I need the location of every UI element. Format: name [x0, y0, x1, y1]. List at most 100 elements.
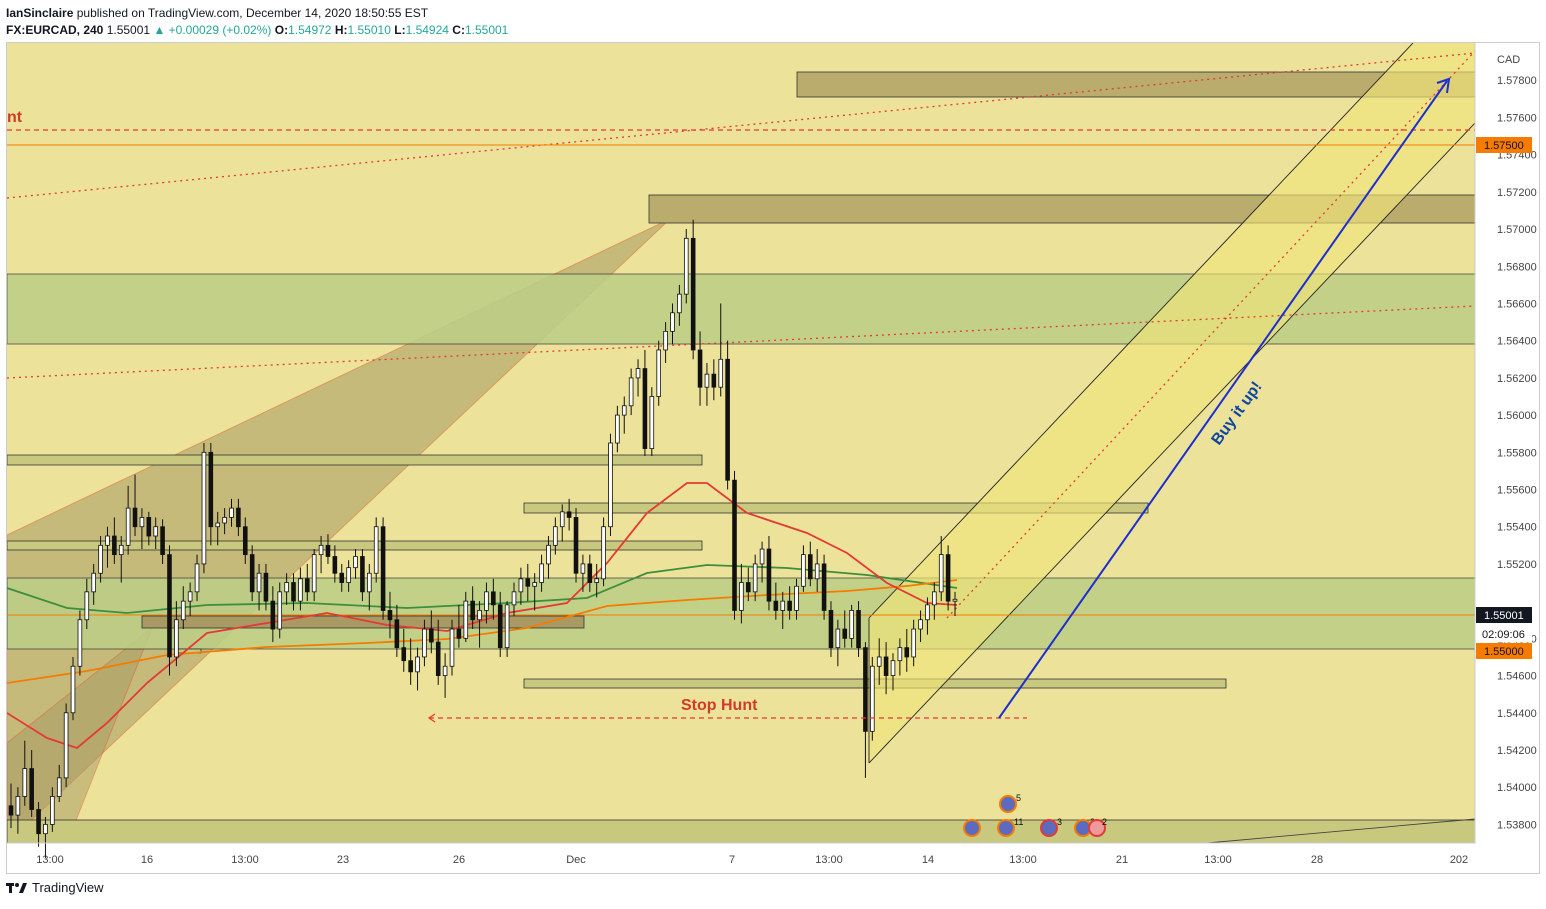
event-badges[interactable]: 5 11 3 2 2 [963, 793, 1107, 837]
candle[interactable] [794, 585, 799, 611]
candle[interactable] [546, 544, 551, 565]
event-badge-icon[interactable] [963, 819, 981, 837]
candle[interactable] [863, 647, 868, 732]
dotted-trendline-lower[interactable] [7, 305, 1476, 379]
candle[interactable] [663, 330, 668, 351]
time-axis[interactable]: 13:00 16 13:00 23 26 Dec 7 13:00 14 13:00 21 13:00 2… [36, 854, 1468, 866]
candle[interactable] [525, 578, 531, 587]
candle[interactable] [497, 604, 503, 649]
candle[interactable] [236, 507, 241, 528]
candle[interactable] [394, 619, 400, 649]
level-box[interactable] [7, 454, 703, 466]
candle[interactable] [635, 368, 641, 379]
candle[interactable] [628, 377, 634, 407]
candle[interactable] [904, 647, 910, 658]
candle[interactable] [518, 578, 524, 593]
candle[interactable] [98, 544, 103, 574]
candle[interactable] [132, 507, 138, 528]
candle[interactable] [229, 507, 234, 518]
candle[interactable] [642, 368, 648, 449]
price-axis[interactable]: 1.578001.576001.574001.572001.570001.568… [1497, 75, 1537, 831]
candle[interactable] [870, 665, 875, 732]
candle[interactable] [77, 619, 83, 667]
candle[interactable] [263, 572, 269, 602]
candle[interactable] [332, 556, 338, 574]
candle[interactable] [649, 396, 655, 449]
event-badge-icon[interactable] [1040, 819, 1058, 837]
ascending-channel[interactable] [869, 43, 1475, 763]
candle[interactable] [690, 237, 696, 351]
candle[interactable] [532, 582, 537, 587]
trendline-bottom[interactable] [1206, 818, 1476, 844]
candle[interactable] [559, 511, 565, 528]
candle[interactable] [566, 511, 572, 518]
candle[interactable] [856, 610, 861, 649]
channel-upper-line[interactable] [868, 43, 1414, 619]
candle[interactable] [346, 567, 351, 583]
candle[interactable] [194, 563, 200, 593]
candle[interactable] [56, 777, 62, 797]
candle[interactable] [704, 373, 710, 388]
candle[interactable] [952, 598, 958, 602]
candle[interactable] [256, 572, 262, 593]
candle[interactable] [938, 554, 944, 593]
level-box[interactable] [141, 615, 585, 629]
supply-zone-top[interactable] [796, 71, 1476, 98]
candle[interactable] [773, 600, 779, 611]
candle[interactable] [835, 628, 841, 649]
candle[interactable] [139, 517, 145, 528]
chart-frame[interactable]: Stop Hunt nt Buy it up! 5 11 3 2 2 1.578… [6, 42, 1540, 874]
candle[interactable] [780, 600, 786, 611]
candle[interactable] [711, 373, 717, 388]
candle[interactable] [422, 628, 427, 658]
candle[interactable] [249, 554, 255, 593]
candle[interactable] [22, 768, 28, 797]
candle[interactable] [201, 451, 207, 565]
candle[interactable] [401, 647, 407, 662]
event-badge-icon[interactable] [1088, 819, 1106, 837]
candle[interactable] [43, 823, 48, 835]
candle[interactable] [318, 544, 324, 556]
candle[interactable] [484, 591, 489, 611]
footer-brand[interactable]: TradingView [32, 880, 104, 895]
candle[interactable] [339, 572, 345, 583]
candle[interactable] [84, 591, 90, 621]
candle[interactable] [367, 572, 372, 593]
candle[interactable] [284, 582, 289, 593]
candle[interactable] [429, 628, 434, 643]
candle[interactable] [821, 563, 827, 611]
candle[interactable] [842, 628, 848, 639]
candle[interactable] [160, 526, 165, 556]
candle[interactable] [766, 548, 772, 602]
candle[interactable] [208, 451, 214, 528]
candle[interactable] [380, 526, 386, 611]
candle[interactable] [50, 796, 55, 825]
candle[interactable] [187, 591, 193, 602]
candle[interactable] [504, 604, 510, 649]
candle[interactable] [725, 358, 730, 481]
candle[interactable] [787, 600, 792, 611]
candle[interactable] [277, 591, 283, 630]
candle[interactable] [801, 554, 806, 587]
level-box[interactable] [7, 540, 703, 551]
candle[interactable] [463, 600, 469, 639]
candle[interactable] [876, 656, 882, 667]
candle[interactable] [146, 517, 152, 537]
candle[interactable] [849, 610, 854, 639]
candle[interactable] [36, 809, 41, 835]
candle[interactable] [828, 610, 834, 649]
candle[interactable] [932, 591, 937, 606]
candle[interactable] [242, 526, 248, 556]
candle[interactable] [373, 526, 379, 574]
candle[interactable] [105, 535, 110, 546]
buy-arrow[interactable] [998, 80, 1448, 719]
event-badge-icon[interactable] [997, 819, 1015, 837]
candle[interactable] [215, 522, 221, 528]
channel-lower-line[interactable] [868, 122, 1476, 764]
candle[interactable] [470, 600, 475, 621]
event-badge-icon[interactable] [999, 795, 1017, 813]
candle[interactable] [615, 414, 620, 444]
candle[interactable] [15, 796, 21, 816]
candle[interactable] [70, 665, 76, 714]
candle[interactable] [656, 349, 662, 397]
